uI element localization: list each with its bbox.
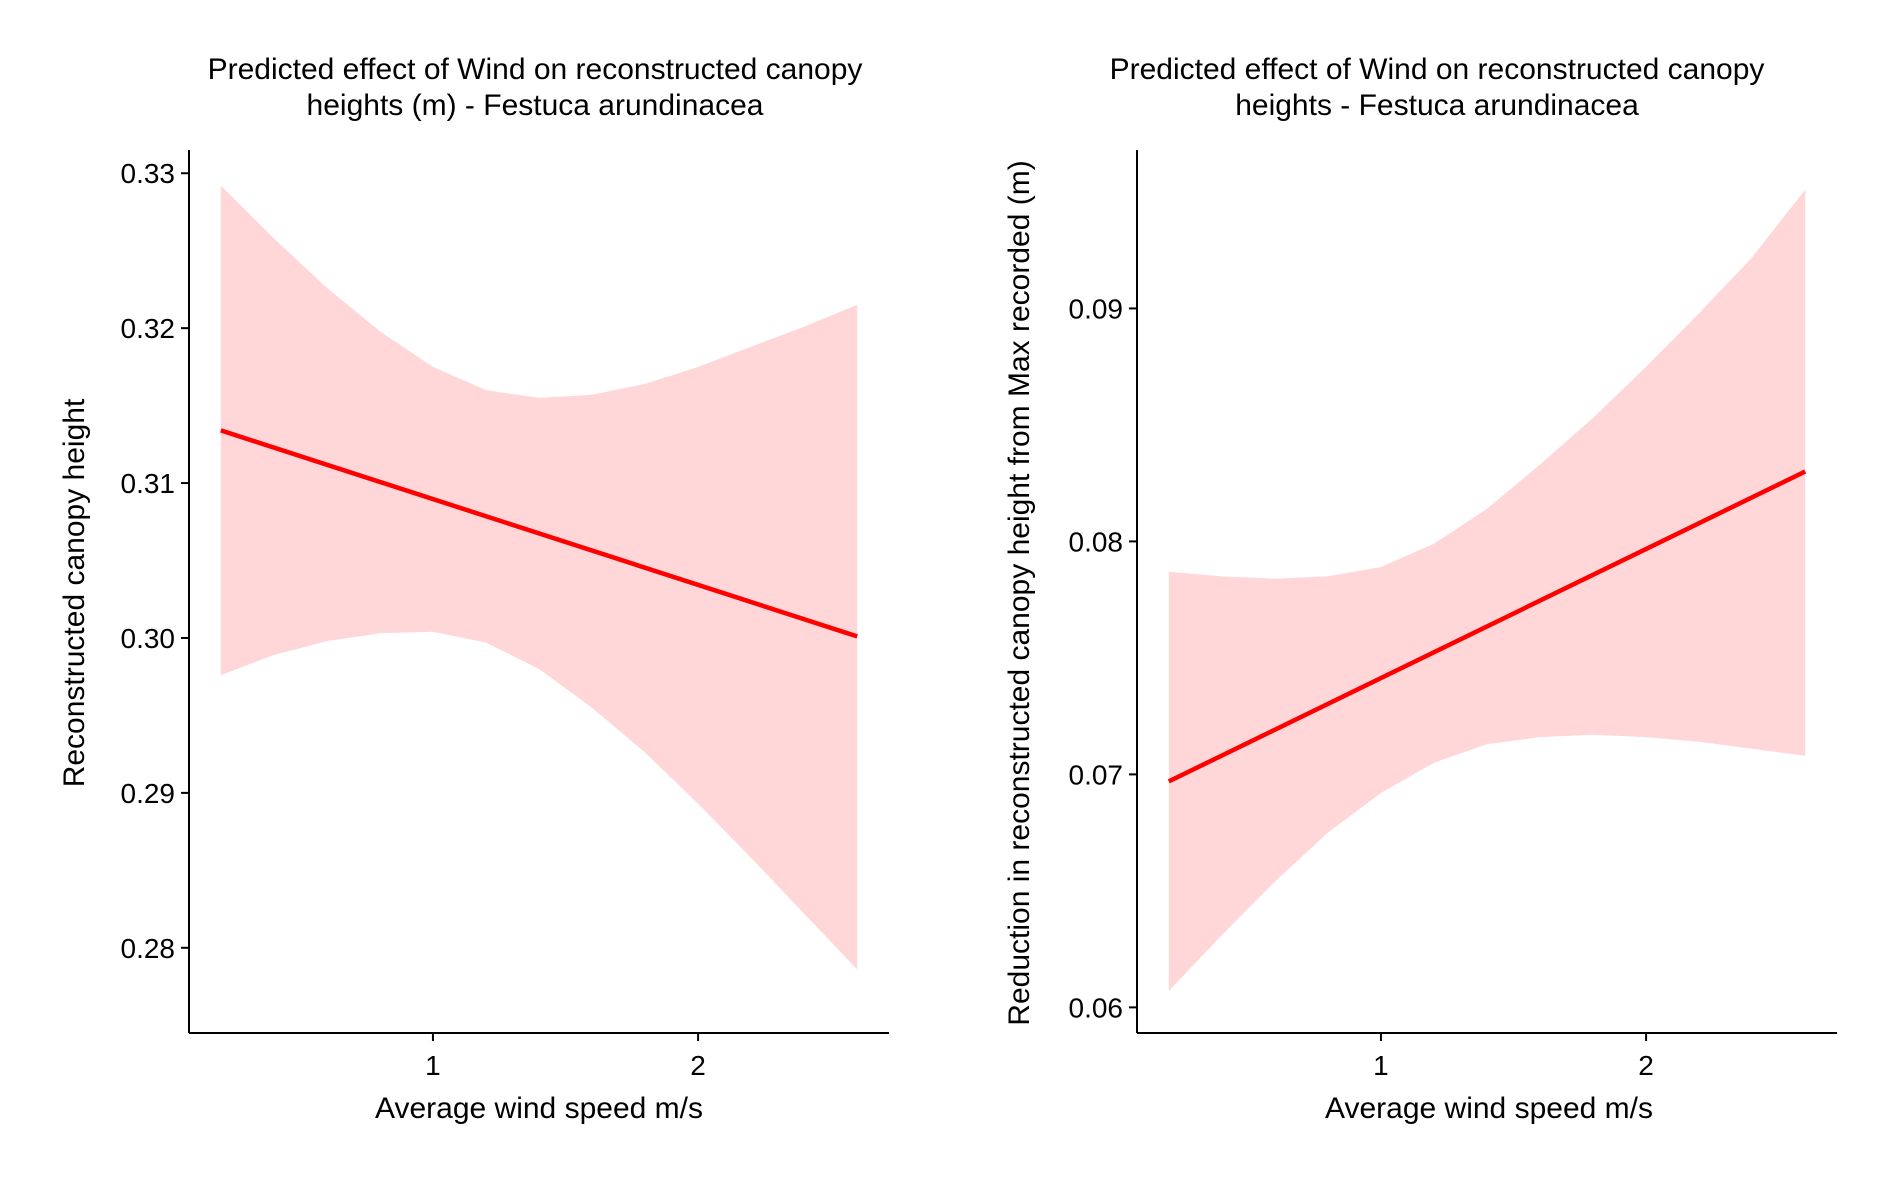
right-chart-title-line2: heights - Festuca arundinacea xyxy=(1235,89,1639,122)
left-y-tick-label: 0.33 xyxy=(121,158,176,189)
right-y-tick-label: 0.08 xyxy=(1069,526,1124,557)
right-chart-svg: Reduction in reconstructed canopy height… xyxy=(1003,150,1837,1125)
right-panel: Predicted effect of Wind on reconstructe… xyxy=(944,0,1889,1181)
right-x-tick-label: 1 xyxy=(1373,1050,1389,1081)
left-chart-title: Predicted effect of Wind on reconstructe… xyxy=(20,52,1050,124)
left-y-axis-title: Reconstructed canopy height xyxy=(58,398,91,787)
left-y-tick-label: 0.29 xyxy=(121,778,176,809)
left-y-tick-label: 0.28 xyxy=(121,933,176,964)
left-y-tick-label: 0.31 xyxy=(121,468,176,499)
left-y-tick-label: 0.30 xyxy=(121,623,176,654)
right-chart-title-line1: Predicted effect of Wind on reconstructe… xyxy=(1109,53,1765,86)
left-x-axis-title: Average wind speed m/s xyxy=(375,1092,703,1125)
right-fit-line xyxy=(1167,469,1807,784)
right-x-axis-title: Average wind speed m/s xyxy=(1325,1092,1653,1125)
left-chart-title-line2: heights (m) - Festuca arundinacea xyxy=(306,89,764,122)
left-panel: Predicted effect of Wind on reconstructe… xyxy=(0,0,944,1181)
right-x-tick-label: 2 xyxy=(1638,1050,1654,1081)
right-chart-title: Predicted effect of Wind on reconstructe… xyxy=(922,52,1889,124)
left-confidence-ribbon xyxy=(220,185,858,970)
right-y-axis-title: Reduction in reconstructed canopy height… xyxy=(1003,160,1036,1025)
left-x-tick-label: 1 xyxy=(425,1050,441,1081)
left-x-tick-label: 2 xyxy=(690,1050,706,1081)
left-chart-svg: Reconstructed canopy height Average wind… xyxy=(58,150,889,1125)
left-chart-title-line1: Predicted effect of Wind on reconstructe… xyxy=(207,53,863,86)
right-confidence-ribbon xyxy=(1168,189,1806,992)
right-y-tick-label: 0.06 xyxy=(1069,992,1124,1023)
left-y-tick-label: 0.32 xyxy=(121,313,176,344)
left-fit-line xyxy=(220,428,858,639)
right-y-tick-label: 0.09 xyxy=(1069,293,1124,324)
right-y-tick-label: 0.07 xyxy=(1069,759,1124,790)
